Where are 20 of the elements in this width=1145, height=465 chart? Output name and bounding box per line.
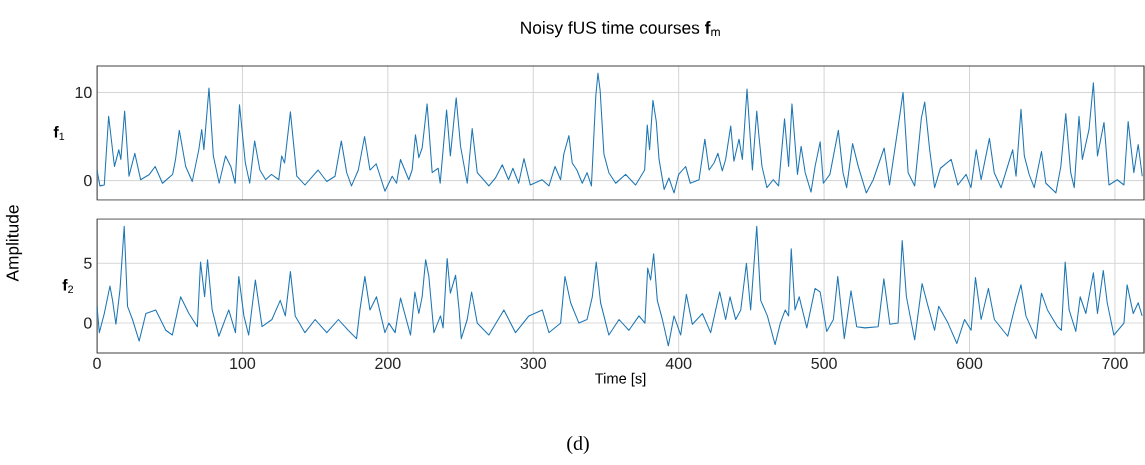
text: Amplitude [5,205,23,282]
x-tick-label: 100 [230,357,256,370]
x-tick-label: 0 [93,357,101,370]
y-axis-title: f$_{1}$ [53,126,65,140]
text: (d) [567,435,589,455]
y-tick-label: 0 [84,317,92,329]
chart-title: Noisy fUS time courses f$_{m}$ [521,21,720,38]
x-axis-title: Time [s] [595,372,646,387]
x-tick-label: 500 [811,357,837,370]
y-tick-label: 0 [84,174,92,187]
x-tick-label: 600 [956,357,983,370]
line-series [97,225,1143,347]
y-tick-label: 5 [84,257,92,269]
y-tick-label: 10 [75,86,92,99]
line-series [97,72,1143,194]
x-tick-label: 400 [665,357,692,370]
x-tick-label: 200 [375,357,401,370]
x-tick-label: 300 [520,357,546,370]
y-axis-title: f$_{2}$ [62,279,74,293]
x-tick-label: 700 [1102,357,1128,370]
